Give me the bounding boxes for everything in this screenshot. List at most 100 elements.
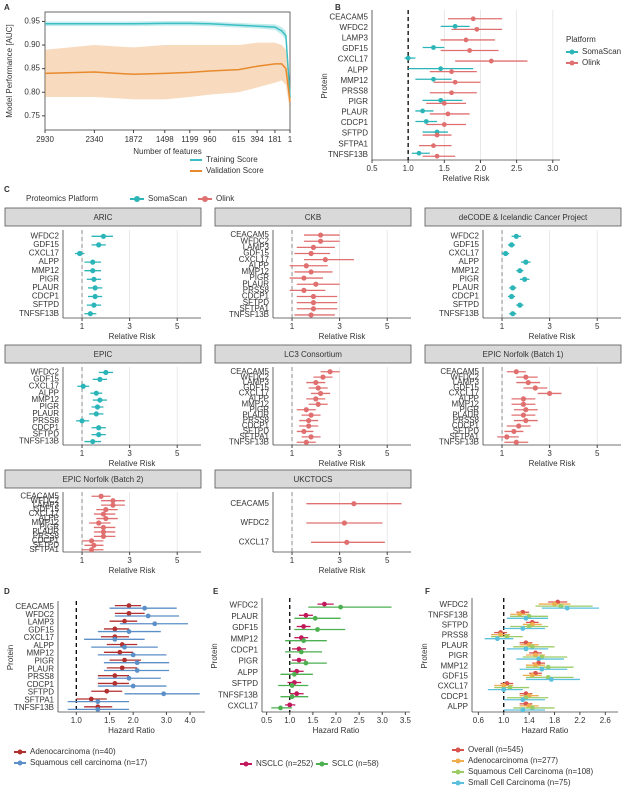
y-axis-label: Protein bbox=[320, 73, 329, 98]
point-estimate bbox=[97, 376, 103, 382]
category-label: GDF15 bbox=[243, 249, 269, 258]
point-estimate bbox=[445, 111, 451, 117]
x-axis-label: Relative Risk bbox=[319, 332, 367, 341]
legend-marker bbox=[569, 49, 575, 55]
point-estimate bbox=[338, 604, 344, 610]
point-estimate bbox=[96, 425, 102, 431]
point-estimate bbox=[122, 618, 127, 624]
legend-marker bbox=[17, 749, 23, 755]
point-estimate bbox=[517, 302, 523, 308]
x-tick-label: 0.5 bbox=[261, 716, 273, 725]
category-label: PIGR bbox=[238, 657, 258, 666]
category-label: CDCP1 bbox=[32, 423, 60, 432]
point-estimate bbox=[100, 529, 107, 535]
point-estimate bbox=[341, 520, 347, 526]
point-estimate bbox=[441, 100, 447, 106]
legend-label: Squamous Cell Carcinoma (n=108) bbox=[468, 767, 594, 776]
point-estimate bbox=[312, 615, 318, 621]
category-label: WFDC2 bbox=[340, 23, 369, 32]
point-estimate bbox=[134, 668, 140, 673]
x-tick-label: 5 bbox=[385, 449, 390, 458]
panel-header bbox=[4, 344, 202, 364]
x-tick-label: 2930 bbox=[36, 135, 54, 144]
point-estimate bbox=[315, 627, 320, 632]
x-tick-label: 5 bbox=[385, 556, 390, 565]
point-estimate bbox=[97, 397, 103, 403]
point-estimate bbox=[104, 688, 110, 694]
point-estimate bbox=[96, 242, 102, 248]
point-estimate bbox=[523, 615, 529, 621]
point-estimate bbox=[434, 153, 440, 159]
x-axis-label: Relative Risk bbox=[109, 566, 157, 575]
category-label: CDCP1 bbox=[341, 118, 369, 127]
x-tick-label: 1.5 bbox=[439, 164, 451, 173]
category-label: ALPP bbox=[34, 641, 54, 650]
point-estimate bbox=[313, 281, 319, 287]
point-estimate bbox=[130, 652, 136, 658]
point-estimate bbox=[88, 547, 95, 553]
point-estimate bbox=[520, 401, 527, 407]
point-estimate bbox=[110, 502, 116, 508]
category-label: SFTPD bbox=[33, 540, 59, 549]
point-estimate bbox=[511, 428, 517, 435]
point-estimate bbox=[529, 705, 535, 711]
category-label: GDF15 bbox=[243, 383, 269, 392]
category-label: CEACAM5 bbox=[20, 491, 59, 500]
point-estimate bbox=[278, 705, 283, 711]
category-label: CXCL17 bbox=[228, 702, 259, 711]
category-label: PRSS8 bbox=[453, 416, 480, 425]
legend-label: NSCLC (n=252) bbox=[256, 759, 313, 768]
category-label: CXCL17 bbox=[449, 249, 480, 258]
legend-label: Small Cell Carcinoma (n=75) bbox=[468, 778, 571, 787]
point-estimate bbox=[306, 423, 312, 429]
point-estimate bbox=[507, 685, 513, 690]
category-label: ALPP bbox=[39, 514, 59, 523]
score-line bbox=[44, 63, 291, 102]
x-tick-label: 0.5 bbox=[366, 164, 378, 173]
confidence-band bbox=[45, 42, 290, 112]
point-estimate bbox=[80, 383, 86, 389]
point-estimate bbox=[317, 390, 324, 397]
category-label: PLAUR bbox=[242, 410, 269, 419]
point-estimate bbox=[119, 665, 125, 671]
point-estimate bbox=[536, 656, 542, 662]
category-label: PLAUR bbox=[452, 410, 479, 419]
point-estimate bbox=[452, 23, 458, 29]
legend-label: Squamous cell carcinoma (n=17) bbox=[30, 758, 148, 767]
point-estimate bbox=[416, 150, 422, 156]
panel-label: E bbox=[213, 587, 219, 596]
category-label: SFTPA1 bbox=[29, 545, 59, 554]
x-axis-label: Relative Risk bbox=[529, 459, 577, 468]
panel-header bbox=[424, 344, 622, 364]
point-estimate bbox=[142, 605, 148, 611]
y-axis-label: Protein bbox=[420, 643, 429, 668]
point-estimate bbox=[301, 638, 307, 644]
point-estimate bbox=[526, 624, 532, 629]
point-estimate bbox=[310, 306, 317, 312]
point-estimate bbox=[539, 666, 545, 672]
category-label: WFDC2 bbox=[241, 236, 270, 245]
y-tick-label: 0.95 bbox=[24, 17, 40, 26]
x-tick-label: 3 bbox=[127, 322, 132, 331]
point-estimate bbox=[92, 285, 98, 291]
x-axis-label: Relative Risk bbox=[443, 174, 491, 183]
x-tick-label: 3 bbox=[337, 556, 342, 565]
category-label: PIGR bbox=[459, 274, 479, 283]
category-label: SFTPD bbox=[33, 300, 59, 309]
legend-marker bbox=[455, 769, 461, 775]
category-label: CEACAM5 bbox=[15, 602, 54, 611]
point-estimate bbox=[88, 696, 94, 702]
category-label: LAMP3 bbox=[243, 378, 270, 387]
point-estimate bbox=[467, 48, 473, 53]
category-label: SFTPD bbox=[243, 298, 269, 307]
category-label: TNFSF13B bbox=[328, 150, 368, 159]
y-tick-label: 0.75 bbox=[24, 111, 40, 120]
point-estimate bbox=[94, 404, 101, 410]
category-label: PIGR bbox=[459, 405, 479, 414]
point-estimate bbox=[520, 396, 527, 402]
panel-label: D bbox=[4, 587, 10, 596]
x-tick-label: 3 bbox=[127, 449, 132, 458]
point-estimate bbox=[313, 396, 319, 402]
category-label: MMP12 bbox=[31, 518, 59, 527]
category-label: PIGR bbox=[39, 523, 59, 532]
